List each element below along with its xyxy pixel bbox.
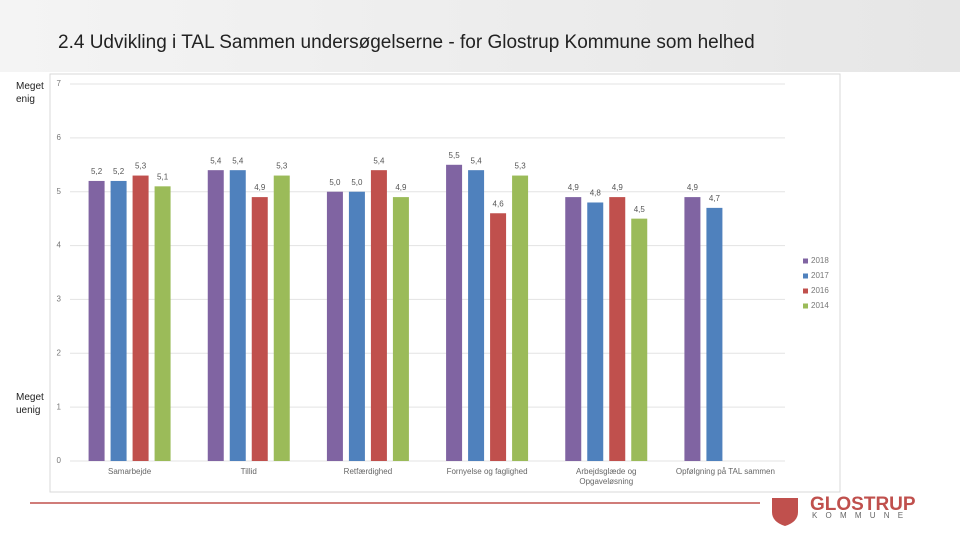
legend-swatch — [803, 258, 808, 264]
bar — [587, 202, 604, 461]
y-tick-label: 0 — [57, 456, 62, 465]
legend-label: 2017 — [811, 271, 829, 280]
bar — [706, 207, 723, 461]
value-label: 5,3 — [515, 162, 527, 171]
side-label: Meget enig — [16, 81, 44, 105]
bar — [490, 213, 507, 461]
bar — [110, 180, 127, 461]
bar — [207, 170, 224, 461]
logo-name: GLOSTRUP — [810, 494, 916, 515]
value-label: 4,8 — [590, 189, 602, 198]
y-tick-label: 7 — [57, 79, 62, 88]
y-tick-label: 5 — [57, 187, 62, 196]
legend-label: 2014 — [811, 301, 829, 310]
y-tick-label: 6 — [57, 133, 62, 142]
legend-label: 2016 — [811, 286, 829, 295]
bar — [154, 186, 171, 462]
value-label: 4,6 — [493, 199, 505, 208]
bar — [631, 218, 648, 461]
y-tick-label: 2 — [57, 348, 62, 357]
value-label: 5,3 — [276, 162, 288, 171]
value-label: 4,9 — [254, 183, 266, 192]
x-tick-label: Tillid — [241, 467, 257, 476]
value-label: 5,4 — [471, 156, 483, 165]
y-tick-label: 1 — [57, 402, 62, 411]
x-tick-label: Opfølgning på TAL sammen — [676, 467, 775, 476]
value-label: 4,5 — [634, 205, 646, 214]
bar — [392, 197, 409, 461]
bar — [132, 175, 149, 462]
bar — [446, 164, 463, 462]
logo-sub: K O M M U N E — [812, 511, 906, 520]
value-label: 4,9 — [612, 183, 624, 192]
legend-label: 2018 — [811, 256, 829, 265]
value-label: 5,2 — [113, 167, 125, 176]
logo-shield — [772, 498, 798, 526]
bar — [512, 175, 529, 462]
x-tick-label: Fornyelse og faglighed — [447, 467, 528, 476]
value-label: 5,4 — [373, 156, 385, 165]
value-label: 5,4 — [210, 156, 222, 165]
value-label: 5,0 — [351, 178, 363, 187]
y-tick-label: 3 — [57, 295, 62, 304]
x-tick-label: Samarbejde — [108, 467, 152, 476]
bar — [370, 170, 387, 461]
legend-swatch — [803, 303, 808, 309]
legend-swatch — [803, 288, 808, 294]
value-label: 4,9 — [687, 183, 699, 192]
bar — [326, 191, 343, 461]
value-label: 5,4 — [232, 156, 244, 165]
bar — [684, 197, 701, 461]
bar — [229, 170, 246, 461]
x-tick-label: Arbejdsglæde og Opgaveløsning — [576, 467, 636, 486]
value-label: 5,0 — [329, 178, 341, 187]
x-tick-label: Retfærdighed — [344, 467, 392, 476]
legend-swatch — [803, 273, 808, 279]
side-label: Meget uenig — [16, 392, 44, 416]
value-label: 4,9 — [568, 183, 580, 192]
value-label: 5,2 — [91, 167, 103, 176]
bar — [251, 197, 268, 461]
bar — [468, 170, 485, 461]
chart-title: 2.4 Udvikling i TAL Sammen undersøgelser… — [58, 32, 755, 53]
bar — [88, 180, 105, 461]
header-band — [0, 0, 960, 72]
value-label: 5,1 — [157, 172, 169, 181]
bar — [609, 197, 626, 461]
y-tick-label: 4 — [57, 241, 62, 250]
bar — [348, 191, 365, 461]
bar — [273, 175, 290, 462]
bar — [565, 197, 582, 461]
value-label: 5,5 — [449, 151, 461, 160]
value-label: 5,3 — [135, 162, 147, 171]
value-label: 4,9 — [395, 183, 407, 192]
value-label: 4,7 — [709, 194, 721, 203]
